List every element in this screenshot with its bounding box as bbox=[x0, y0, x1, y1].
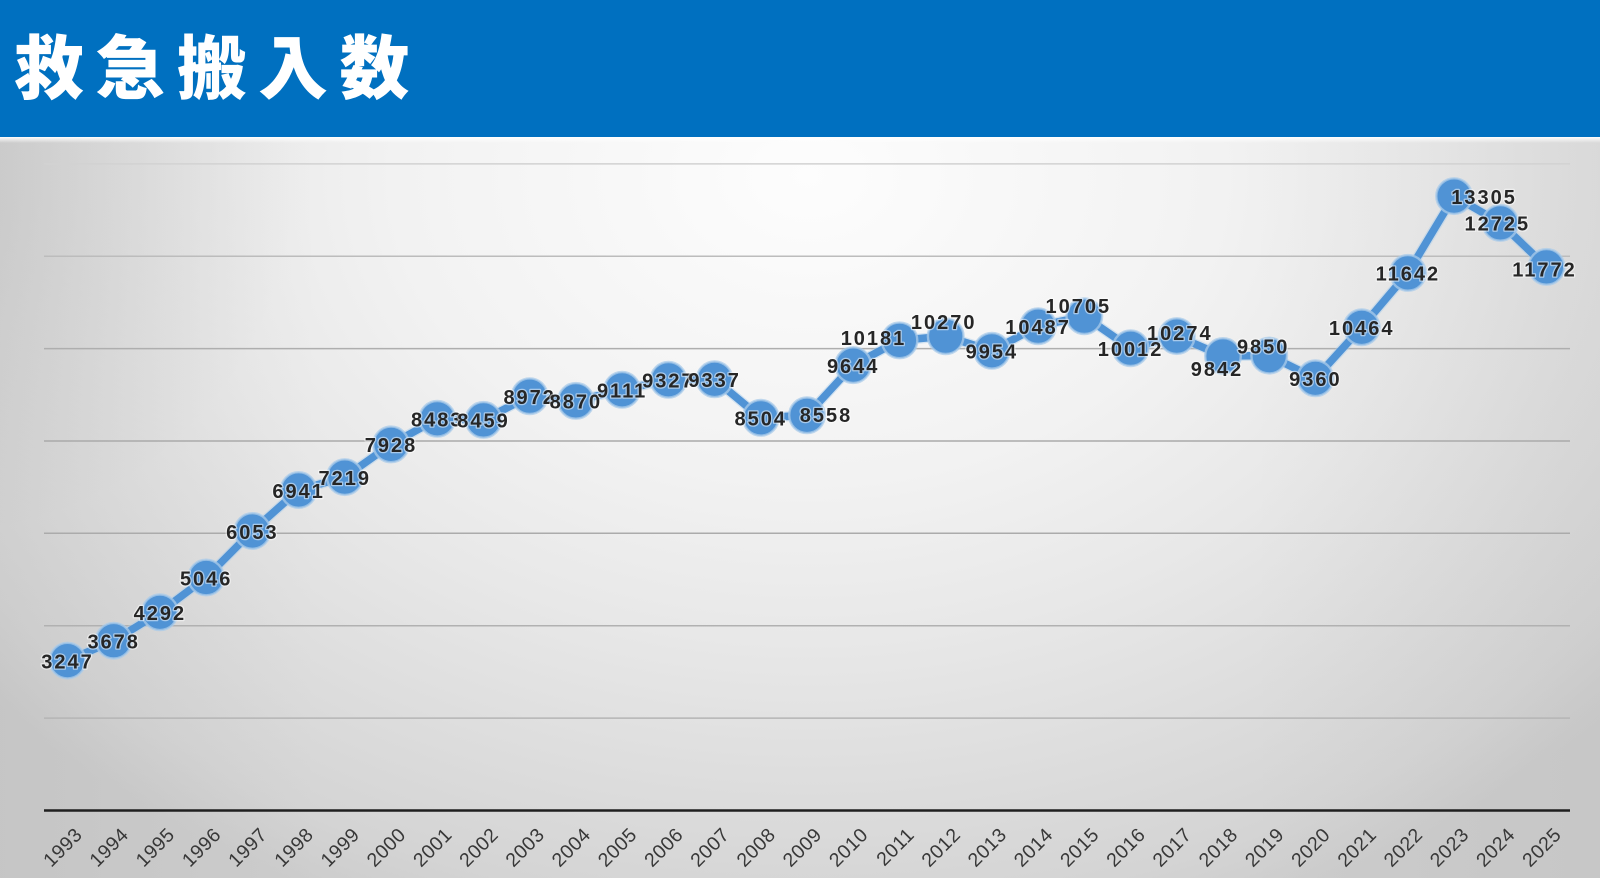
svg-text:2000: 2000 bbox=[363, 824, 411, 872]
svg-text:8870: 8870 bbox=[550, 392, 603, 414]
svg-text:2017: 2017 bbox=[1149, 824, 1197, 872]
svg-text:10270: 10270 bbox=[911, 312, 977, 334]
svg-text:2004: 2004 bbox=[548, 824, 596, 872]
svg-text:2007: 2007 bbox=[686, 824, 734, 872]
svg-text:11772: 11772 bbox=[1512, 260, 1577, 282]
svg-text:1993: 1993 bbox=[39, 824, 87, 872]
svg-text:10464: 10464 bbox=[1329, 318, 1395, 340]
svg-text:9954: 9954 bbox=[966, 342, 1019, 364]
svg-text:10012: 10012 bbox=[1098, 339, 1164, 361]
svg-text:8504: 8504 bbox=[735, 409, 788, 431]
svg-text:2010: 2010 bbox=[825, 824, 873, 872]
svg-text:11642: 11642 bbox=[1376, 264, 1441, 286]
svg-text:2009: 2009 bbox=[779, 824, 827, 872]
svg-text:9644: 9644 bbox=[827, 356, 880, 378]
svg-text:1996: 1996 bbox=[178, 824, 226, 872]
svg-text:8459: 8459 bbox=[457, 411, 510, 433]
svg-text:2020: 2020 bbox=[1287, 824, 1335, 872]
svg-text:5046: 5046 bbox=[180, 568, 233, 590]
svg-text:2021: 2021 bbox=[1333, 824, 1381, 872]
svg-text:2011: 2011 bbox=[872, 824, 919, 871]
svg-text:6941: 6941 bbox=[272, 481, 325, 503]
svg-text:2005: 2005 bbox=[594, 824, 642, 872]
svg-text:2008: 2008 bbox=[733, 824, 781, 872]
svg-text:2014: 2014 bbox=[1010, 824, 1058, 872]
svg-text:1994: 1994 bbox=[85, 824, 133, 872]
svg-text:9327: 9327 bbox=[642, 371, 695, 393]
svg-text:10487: 10487 bbox=[1005, 317, 1071, 339]
svg-text:3678: 3678 bbox=[87, 632, 140, 654]
svg-text:13305: 13305 bbox=[1451, 187, 1517, 209]
svg-text:2019: 2019 bbox=[1241, 824, 1289, 872]
svg-text:1999: 1999 bbox=[317, 824, 365, 872]
svg-text:2003: 2003 bbox=[501, 824, 549, 872]
svg-text:9850: 9850 bbox=[1237, 336, 1290, 358]
svg-text:2012: 2012 bbox=[917, 824, 965, 872]
svg-text:2016: 2016 bbox=[1102, 824, 1150, 872]
svg-text:10181: 10181 bbox=[841, 328, 907, 350]
svg-text:12725: 12725 bbox=[1464, 214, 1530, 236]
svg-text:8558: 8558 bbox=[800, 405, 853, 427]
svg-text:1997: 1997 bbox=[224, 824, 272, 872]
svg-text:10705: 10705 bbox=[1045, 296, 1111, 318]
svg-text:2006: 2006 bbox=[640, 824, 688, 872]
svg-text:2015: 2015 bbox=[1056, 824, 1104, 872]
svg-text:9842: 9842 bbox=[1191, 359, 1244, 381]
svg-text:9111: 9111 bbox=[597, 381, 647, 403]
svg-text:2002: 2002 bbox=[455, 824, 503, 872]
svg-text:9360: 9360 bbox=[1289, 369, 1342, 391]
svg-text:6053: 6053 bbox=[226, 522, 279, 544]
svg-text:2025: 2025 bbox=[1518, 824, 1566, 872]
svg-text:2022: 2022 bbox=[1380, 824, 1428, 872]
svg-text:3247: 3247 bbox=[41, 651, 94, 673]
svg-text:2023: 2023 bbox=[1426, 824, 1474, 872]
svg-text:7928: 7928 bbox=[365, 435, 418, 457]
svg-text:8972: 8972 bbox=[503, 387, 556, 409]
svg-text:4292: 4292 bbox=[134, 603, 187, 625]
svg-text:9337: 9337 bbox=[688, 370, 741, 392]
svg-text:7219: 7219 bbox=[319, 468, 372, 490]
svg-text:1998: 1998 bbox=[270, 824, 318, 872]
svg-text:10274: 10274 bbox=[1147, 323, 1213, 345]
svg-text:8483: 8483 bbox=[411, 410, 464, 432]
svg-text:2013: 2013 bbox=[964, 824, 1012, 872]
svg-text:2001: 2001 bbox=[409, 824, 457, 872]
svg-text:1995: 1995 bbox=[132, 824, 180, 872]
svg-text:2018: 2018 bbox=[1195, 824, 1243, 872]
svg-text:2024: 2024 bbox=[1472, 824, 1520, 872]
